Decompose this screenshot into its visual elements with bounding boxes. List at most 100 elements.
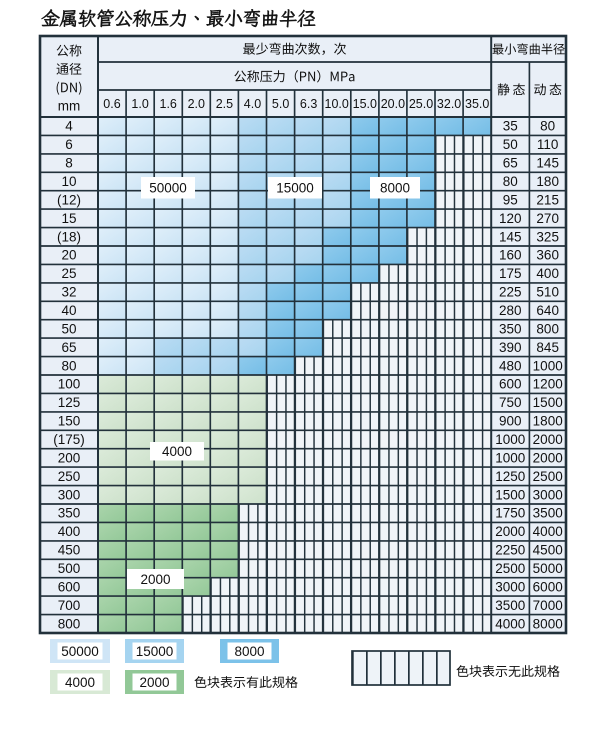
svg-text:350: 350: [58, 506, 81, 521]
svg-text:145: 145: [499, 229, 522, 244]
svg-text:1000: 1000: [495, 450, 525, 465]
svg-text:900: 900: [499, 414, 522, 429]
svg-text:1250: 1250: [495, 469, 525, 484]
svg-text:25.0: 25.0: [409, 97, 433, 111]
svg-text:15000: 15000: [136, 644, 174, 659]
svg-text:8000: 8000: [380, 181, 410, 196]
svg-text:80: 80: [503, 174, 518, 189]
svg-text:20: 20: [61, 248, 76, 263]
svg-text:600: 600: [499, 377, 522, 392]
svg-text:3000: 3000: [533, 487, 563, 502]
svg-text:35: 35: [503, 119, 518, 134]
svg-text:50: 50: [61, 321, 76, 336]
svg-text:200: 200: [58, 450, 81, 465]
svg-text:50: 50: [503, 137, 518, 152]
svg-text:6.3: 6.3: [300, 97, 317, 111]
svg-text:150: 150: [58, 414, 81, 429]
svg-text:65: 65: [503, 156, 518, 171]
svg-text:800: 800: [58, 616, 81, 631]
svg-text:2000: 2000: [533, 450, 563, 465]
svg-text:(175): (175): [53, 432, 85, 447]
svg-text:600: 600: [58, 579, 81, 594]
svg-text:2500: 2500: [495, 561, 525, 576]
svg-text:2000: 2000: [495, 524, 525, 539]
svg-text:65: 65: [61, 340, 76, 355]
svg-text:1750: 1750: [495, 506, 525, 521]
svg-text:10.0: 10.0: [325, 97, 349, 111]
svg-text:1.0: 1.0: [131, 97, 148, 111]
svg-text:3500: 3500: [495, 598, 525, 613]
svg-text:mm: mm: [58, 98, 81, 113]
svg-text:35.0: 35.0: [465, 97, 489, 111]
svg-text:180: 180: [536, 174, 559, 189]
svg-text:4000: 4000: [65, 675, 95, 690]
svg-text:32: 32: [61, 285, 76, 300]
svg-text:700: 700: [58, 598, 81, 613]
svg-text:300: 300: [58, 487, 81, 502]
svg-text:2250: 2250: [495, 543, 525, 558]
svg-text:145: 145: [536, 156, 559, 171]
svg-text:80: 80: [61, 358, 76, 373]
svg-text:400: 400: [58, 524, 81, 539]
svg-text:5000: 5000: [533, 561, 563, 576]
svg-text:1800: 1800: [533, 414, 563, 429]
svg-text:4000: 4000: [533, 524, 563, 539]
svg-text:7000: 7000: [533, 598, 563, 613]
svg-text:270: 270: [536, 211, 559, 226]
svg-text:4: 4: [65, 119, 73, 134]
svg-text:20.0: 20.0: [381, 97, 405, 111]
svg-text:450: 450: [58, 543, 81, 558]
svg-text:510: 510: [536, 285, 559, 300]
svg-text:225: 225: [499, 285, 522, 300]
svg-text:(12): (12): [57, 192, 81, 207]
svg-text:360: 360: [536, 248, 559, 263]
svg-text:845: 845: [536, 340, 559, 355]
svg-text:3500: 3500: [533, 506, 563, 521]
svg-text:390: 390: [499, 340, 522, 355]
svg-text:215: 215: [536, 192, 559, 207]
svg-text:0.6: 0.6: [103, 97, 120, 111]
svg-text:6: 6: [65, 137, 73, 152]
svg-text:4.0: 4.0: [244, 97, 261, 111]
svg-text:120: 120: [499, 211, 522, 226]
svg-text:8000: 8000: [234, 644, 264, 659]
svg-text:1500: 1500: [495, 487, 525, 502]
svg-text:50000: 50000: [149, 181, 187, 196]
svg-text:325: 325: [536, 229, 559, 244]
svg-text:3000: 3000: [495, 579, 525, 594]
svg-text:2500: 2500: [533, 469, 563, 484]
svg-text:640: 640: [536, 303, 559, 318]
svg-text:25: 25: [61, 266, 76, 281]
svg-text:110: 110: [537, 137, 559, 152]
svg-text:2.0: 2.0: [188, 97, 205, 111]
svg-text:1500: 1500: [533, 395, 563, 410]
svg-text:4000: 4000: [162, 444, 192, 459]
svg-text:2000: 2000: [140, 572, 170, 587]
svg-text:2000: 2000: [533, 432, 563, 447]
svg-text:10: 10: [61, 174, 76, 189]
svg-text:175: 175: [499, 266, 522, 281]
svg-text:15: 15: [61, 211, 76, 226]
svg-text:95: 95: [503, 192, 518, 207]
svg-text:1200: 1200: [533, 377, 563, 392]
svg-text:280: 280: [499, 303, 522, 318]
svg-text:2.5: 2.5: [216, 97, 233, 111]
svg-text:800: 800: [536, 321, 559, 336]
svg-text:1000: 1000: [495, 432, 525, 447]
svg-text:4500: 4500: [533, 543, 563, 558]
svg-text:480: 480: [499, 358, 522, 373]
svg-text:100: 100: [58, 377, 81, 392]
svg-text:1000: 1000: [533, 358, 563, 373]
svg-text:(18): (18): [57, 229, 81, 244]
svg-text:5.0: 5.0: [272, 97, 289, 111]
svg-text:1.6: 1.6: [160, 97, 177, 111]
svg-text:32.0: 32.0: [437, 97, 461, 111]
svg-text:8: 8: [65, 156, 73, 171]
svg-text:160: 160: [499, 248, 522, 263]
svg-text:2000: 2000: [139, 675, 169, 690]
svg-text:500: 500: [58, 561, 81, 576]
svg-text:750: 750: [499, 395, 522, 410]
svg-text:125: 125: [58, 395, 81, 410]
svg-text:50000: 50000: [61, 644, 99, 659]
svg-text:40: 40: [61, 303, 76, 318]
